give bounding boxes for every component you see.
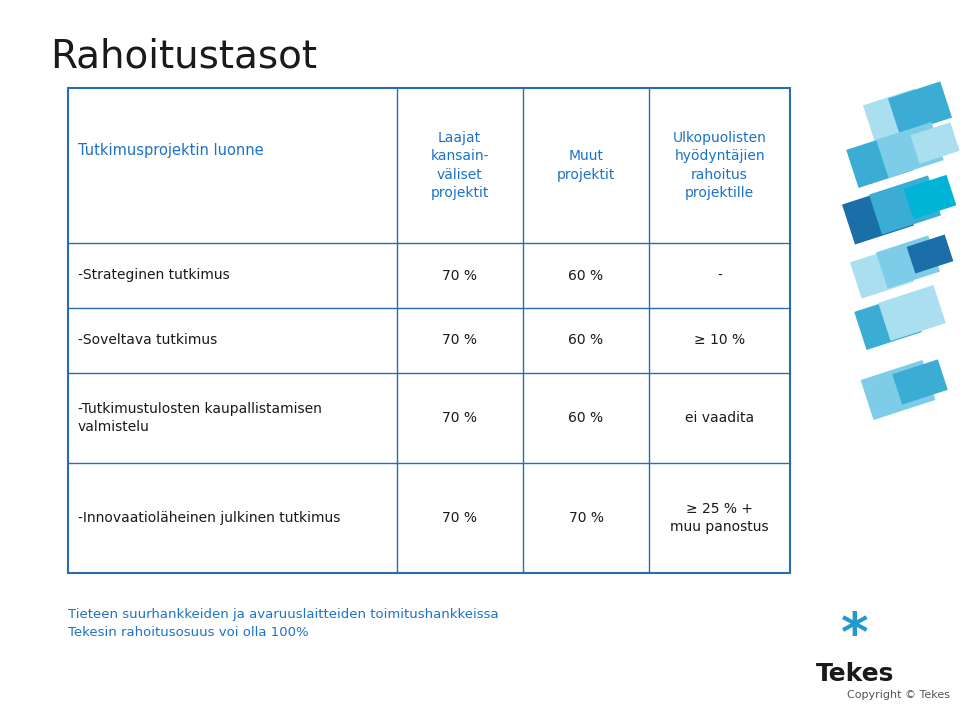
Polygon shape [903, 174, 956, 219]
Polygon shape [888, 81, 952, 134]
Polygon shape [910, 122, 960, 164]
Text: Copyright © Tekes: Copyright © Tekes [847, 690, 950, 700]
Text: Tutkimusprojektin luonne: Tutkimusprojektin luonne [78, 143, 264, 158]
Polygon shape [876, 236, 940, 289]
Text: ei vaadita: ei vaadita [685, 411, 755, 425]
Polygon shape [846, 132, 914, 188]
Text: Ulkopuolisten
hyödyntäjien
rahoitus
projektille: Ulkopuolisten hyödyntäjien rahoitus proj… [673, 131, 766, 200]
Text: 60 %: 60 % [568, 269, 604, 282]
Text: Laajat
kansain-
väliset
projektit: Laajat kansain- väliset projektit [430, 131, 489, 200]
Text: 60 %: 60 % [568, 333, 604, 348]
Text: ≥ 25 % +
muu panostus: ≥ 25 % + muu panostus [670, 502, 769, 534]
Text: 70 %: 70 % [443, 511, 477, 525]
Text: -Tutkimustulosten kaupallistamisen
valmistelu: -Tutkimustulosten kaupallistamisen valmi… [78, 402, 322, 434]
Text: Muut
projektit: Muut projektit [557, 149, 615, 182]
Polygon shape [854, 294, 922, 350]
Text: Tieteen suurhankkeiden ja avaruuslaitteiden toimitushankkeissa
Tekesin rahoituso: Tieteen suurhankkeiden ja avaruuslaittei… [68, 608, 498, 639]
Polygon shape [876, 122, 944, 178]
Text: 70 %: 70 % [443, 269, 477, 282]
Text: -Strateginen tutkimus: -Strateginen tutkimus [78, 269, 229, 282]
Text: 70 %: 70 % [443, 333, 477, 348]
Polygon shape [906, 235, 953, 274]
Polygon shape [878, 285, 946, 341]
Text: 70 %: 70 % [568, 511, 604, 525]
Polygon shape [842, 185, 914, 245]
Polygon shape [869, 175, 941, 235]
Text: -: - [717, 269, 722, 282]
Bar [68, 88, 790, 573]
Text: ≥ 10 %: ≥ 10 % [694, 333, 745, 348]
Text: Tekes: Tekes [816, 662, 894, 686]
Polygon shape [850, 246, 914, 299]
Text: 70 %: 70 % [443, 411, 477, 425]
Text: Rahoitustasot: Rahoitustasot [50, 38, 317, 76]
Polygon shape [860, 360, 935, 420]
Text: 60 %: 60 % [568, 411, 604, 425]
Text: -Soveltava tutkimus: -Soveltava tutkimus [78, 333, 217, 348]
Polygon shape [863, 88, 927, 141]
Text: -Innovaatioläheinen julkinen tutkimus: -Innovaatioläheinen julkinen tutkimus [78, 511, 341, 525]
Text: *: * [841, 610, 869, 662]
Polygon shape [892, 360, 948, 405]
